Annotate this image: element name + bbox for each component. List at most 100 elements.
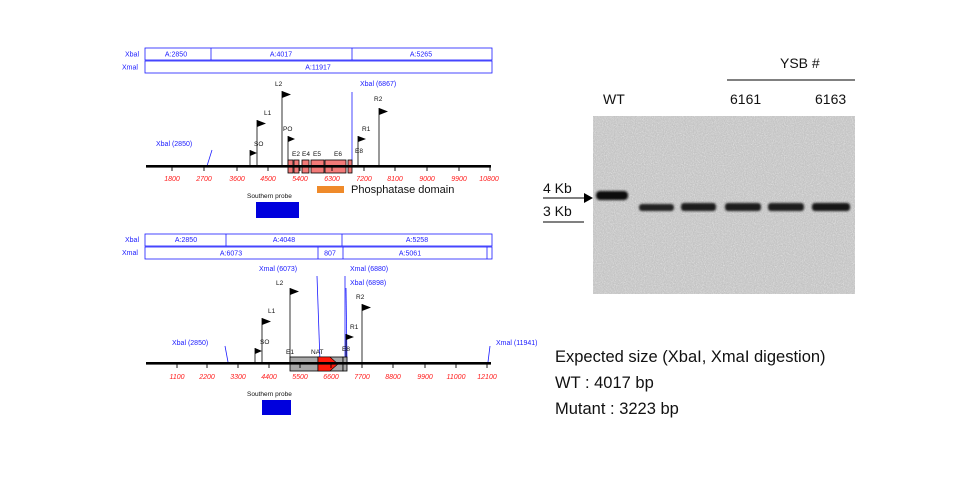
mut-tick-label: 4400 [261, 374, 277, 381]
mut-exon-label: E8 [342, 346, 350, 353]
wt-primer-label: R1 [362, 126, 371, 133]
wt-backbone: 1800 2700 3600 4500 5400 6300 7200 8100 … [146, 165, 499, 183]
gel-bands [596, 191, 850, 211]
wt-xbal-segment: A:4017 [270, 52, 292, 59]
mut-restriction-tracks: Xbal Xmal A:2850 A:4048 A:5258 A:6073 80… [122, 233, 493, 260]
gel-band [768, 203, 804, 211]
gel-group-label: YSB # [780, 55, 820, 71]
wt-exon-label: E6 [334, 151, 342, 158]
gel-marker-4kb: 4 Kb [543, 180, 572, 196]
southern-blot: YSB # WT 6161 6163 4 Kb 3 Kb [543, 55, 855, 294]
wt-xbal-segment: A:5265 [410, 52, 432, 59]
wt-tick-label: 5400 [292, 176, 308, 183]
wt-xmal-track-label: Xmal [122, 65, 138, 72]
mut-probe-label: Southern probe [247, 391, 292, 398]
mut-xbal-track-label: Xbal [125, 237, 139, 244]
expected-wt: WT : 4017 bp [555, 374, 654, 392]
mut-xbal-segment: A:2850 [175, 237, 197, 244]
wt-probe-label: Southern probe [247, 193, 292, 200]
wt-tick-label: 6300 [324, 176, 340, 183]
mut-tick-labels: 1100 2200 3300 4400 5500 6600 7700 8800 … [169, 374, 496, 381]
wt-site-line-left [206, 149, 213, 167]
gel-band [725, 203, 761, 211]
mut-xbal-track [144, 233, 493, 247]
gel-band [639, 204, 674, 211]
mut-tick-label: 6600 [323, 374, 339, 381]
mutant-map: Xbal Xmal A:2850 A:4048 A:5258 A:6073 80… [122, 233, 538, 415]
wt-tick-label: 7200 [356, 176, 372, 183]
primer-flag-icon [250, 150, 257, 156]
wt-tick-label: 1800 [164, 176, 180, 183]
wt-site-left: Xbal (2850) [156, 141, 192, 148]
nat-label: NAT [311, 349, 324, 356]
wt-exon-label: E8 [355, 148, 363, 155]
wt-exon-label: E5 [313, 151, 321, 158]
mut-tick-label: 11000 [447, 374, 466, 381]
wt-xbal-track [144, 47, 493, 61]
primer-flag-icon [257, 120, 266, 127]
wt-exon-label: E2 [292, 151, 300, 158]
wt-tick-label: 9000 [419, 176, 435, 183]
marker-arrow-icon [584, 193, 593, 203]
mut-xmal-segment: A:5061 [399, 251, 421, 258]
primer-flag-icon [290, 288, 299, 295]
gel-band-wt [596, 191, 628, 200]
mut-site-xbal2: Xbal (6898) [350, 280, 386, 287]
mut-site-xmal2: Xmal (6880) [350, 266, 388, 273]
phosphatase-domain-bar [317, 186, 344, 193]
wt-xbal-track-label: Xbal [125, 52, 139, 59]
expected-mutant: Mutant : 3223 bp [555, 400, 679, 418]
mut-tick-label: 2200 [198, 374, 215, 381]
gel-lane-label: 6163 [815, 91, 846, 107]
gel-marker-3kb: 3 Kb [543, 203, 572, 219]
primer-flag-icon [262, 318, 271, 325]
wt-genome-line [146, 165, 491, 168]
wt-tick-label: 2700 [195, 176, 212, 183]
mut-primer-label: R2 [356, 294, 365, 301]
wt-tick-labels: 1800 2700 3600 4500 5400 6300 7200 8100 … [164, 176, 499, 183]
wt-exon-label: E4 [302, 151, 310, 158]
mut-tick-label: 7700 [354, 374, 370, 381]
wt-tick-label: 9900 [451, 176, 467, 183]
mut-genome-line [146, 362, 491, 365]
wt-restriction-tracks: Xbal Xmal A:2850 A:4017 A:5265 A:11917 [122, 47, 493, 74]
gel-lane-label: 6161 [730, 91, 761, 107]
primer-flag-icon [379, 108, 388, 115]
primer-flag-icon [358, 136, 366, 142]
mut-primer-label: SO [260, 339, 269, 346]
wt-primer-label: L1 [264, 110, 272, 117]
mut-primer-label: R1 [350, 324, 359, 331]
wt-site-markers: Xbal (2850) Xbal (6867) [156, 81, 396, 167]
mut-tick-label: 12100 [477, 374, 497, 381]
mut-xmal-track-label: Xmal [122, 250, 138, 257]
wt-tick-label: 10800 [479, 176, 499, 183]
wt-tick-label: 3600 [229, 176, 245, 183]
wt-tick-label: 4500 [260, 176, 276, 183]
mut-tick-label: 5500 [292, 374, 308, 381]
wt-xmal-track [144, 60, 493, 74]
primer-flag-icon [288, 136, 295, 142]
gel-band [812, 203, 850, 211]
mut-cassette: E1 E8 NAT [286, 346, 350, 372]
mut-primers: L2 L1 SO R2 R1 [254, 280, 371, 362]
mut-xbal-segment: A:5258 [406, 237, 428, 244]
primer-flag-icon [362, 304, 371, 311]
wt-primer-label: R2 [374, 96, 383, 103]
mut-xmal-segment: A:6073 [220, 251, 242, 258]
mut-tick-label: 1100 [169, 374, 184, 381]
mut-tick-label: 3300 [230, 374, 246, 381]
mut-primer-label: L2 [276, 280, 284, 287]
wt-primer-label: SO [254, 141, 263, 148]
wt-primers: L2 L1 PO SO R2 R1 [249, 81, 388, 166]
wt-site-right: Xbal (6867) [360, 81, 396, 88]
primer-flag-icon [255, 348, 262, 354]
mut-primer-label: L1 [268, 308, 276, 315]
gel-lane-label-wt: WT [603, 91, 625, 107]
wt-xbal-segment: A:2850 [165, 52, 187, 59]
wt-southern-probe [256, 202, 299, 218]
expected-title: Expected size (XbaI, XmaI digestion) [555, 348, 826, 366]
primer-flag-icon [346, 334, 354, 340]
wt-tick-label: 8100 [387, 176, 403, 183]
wt-map: Xbal Xmal A:2850 A:4017 A:5265 A:11917 X… [122, 47, 499, 218]
